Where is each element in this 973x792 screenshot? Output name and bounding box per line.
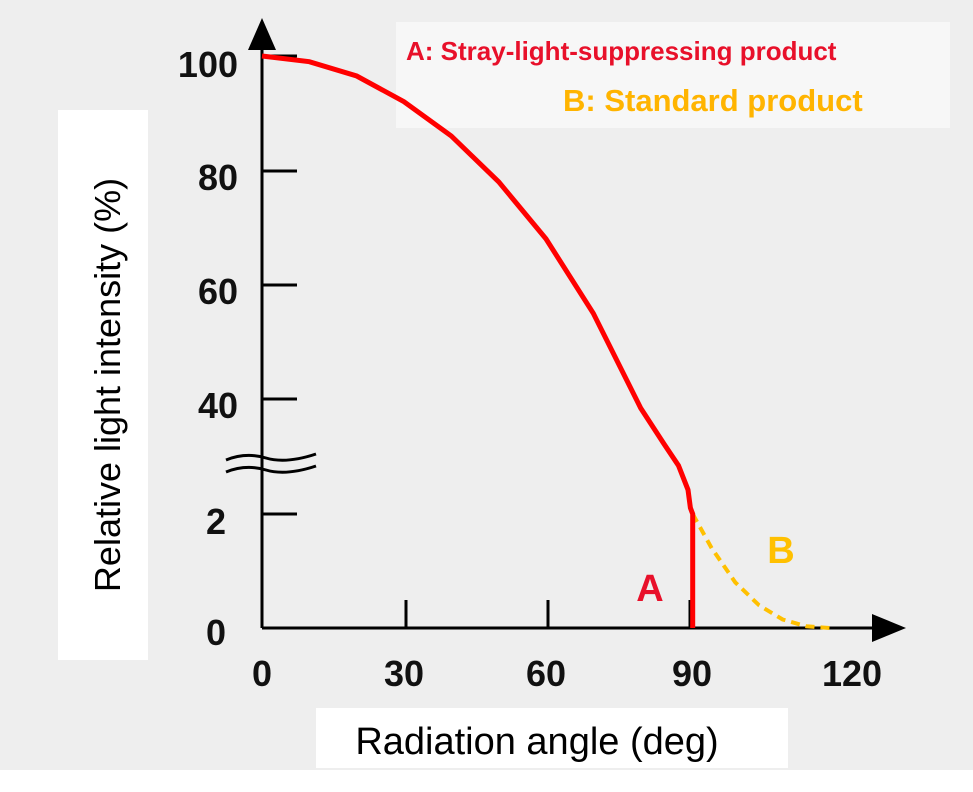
x-axis-arrowhead [872, 614, 906, 642]
y-tick-label: 80 [198, 157, 238, 198]
x-tick-labels: 0 30 60 90 120 [252, 653, 882, 694]
x-tick-label: 0 [252, 653, 272, 694]
series-b-line [690, 513, 831, 630]
x-axis-title: Radiation angle (deg) [355, 721, 718, 763]
x-tick-label: 120 [822, 653, 882, 694]
series-a-line [261, 53, 696, 628]
y-tick-labels: 100 80 60 40 2 0 [178, 44, 238, 653]
legend-entry-b: B: Standard product [563, 83, 863, 118]
bottom-band [0, 770, 973, 792]
x-axis-title-box [316, 708, 788, 768]
x-tick-label: 30 [384, 653, 424, 694]
y-tick-label: 100 [178, 44, 238, 85]
y-axis-arrowhead [248, 18, 276, 50]
y-tick-label: 2 [206, 501, 226, 542]
x-ticks [404, 600, 692, 628]
y-axis-title-box [58, 110, 148, 660]
plot-background [0, 0, 973, 770]
series-b-label: B [767, 530, 794, 572]
y-tick-label: 40 [198, 385, 238, 426]
y-tick-label: 60 [198, 271, 238, 312]
y-axis-title: Relative light intensity (%) [87, 178, 128, 592]
legend-box [396, 22, 950, 128]
series-a-label: A [636, 568, 663, 610]
x-tick-label: 60 [526, 653, 566, 694]
axis-break-marks [225, 452, 317, 474]
x-tick-label: 90 [672, 653, 712, 694]
legend-entry-a: A: Stray-light-suppressing product [406, 36, 837, 66]
y-tick-label: 0 [206, 612, 226, 653]
